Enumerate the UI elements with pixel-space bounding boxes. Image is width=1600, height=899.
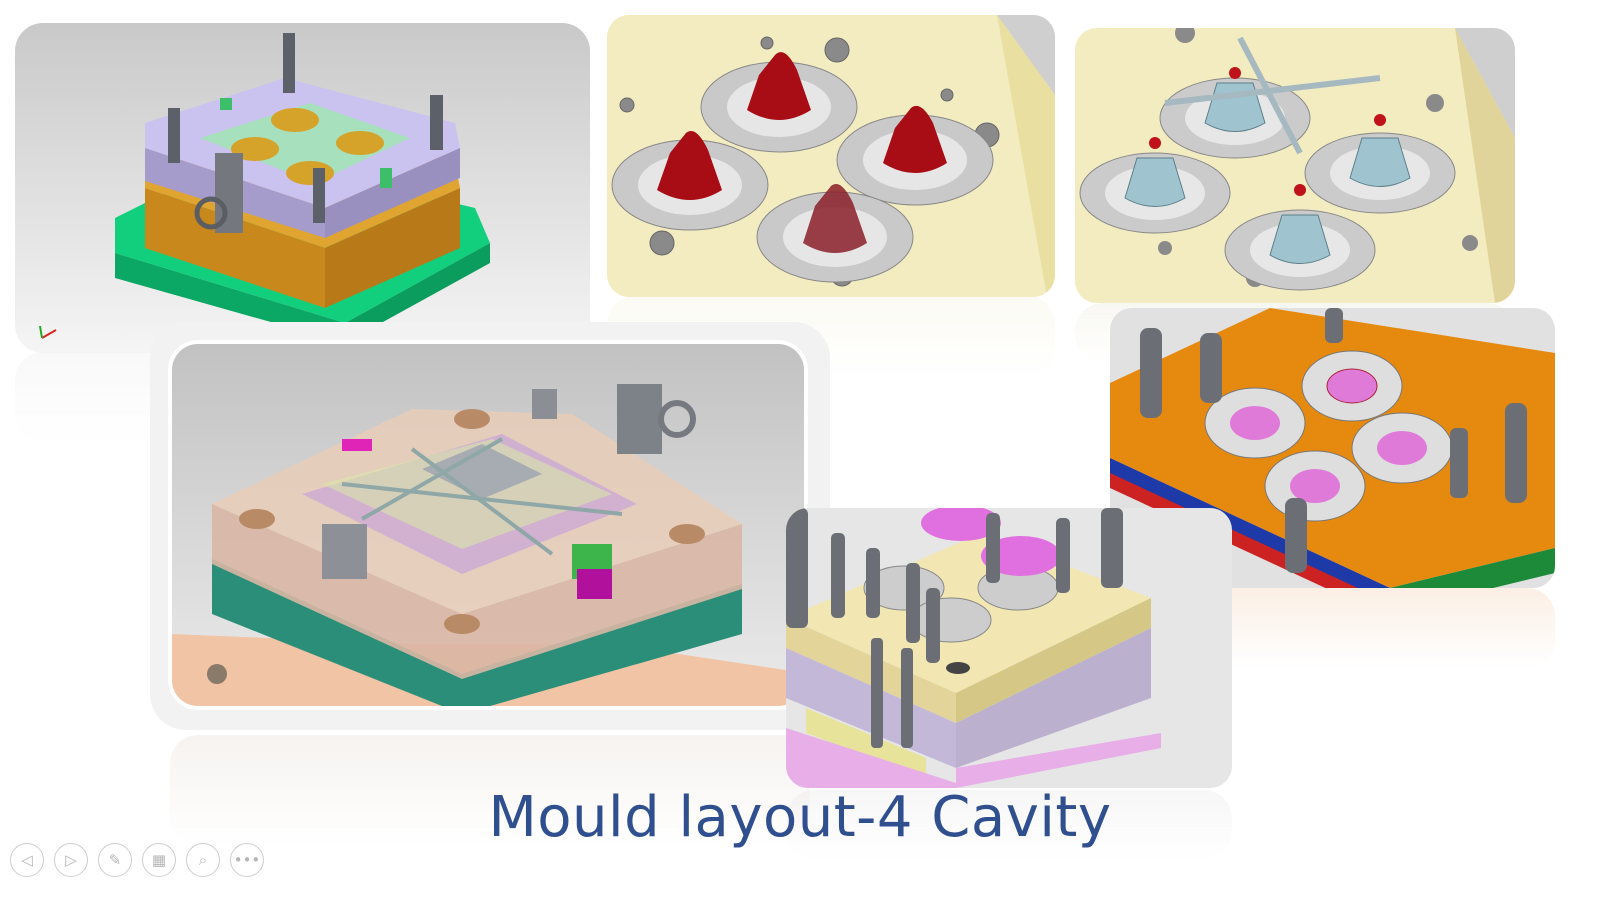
- zoom-icon[interactable]: ⌕: [186, 843, 220, 877]
- image-runner-cores: [1075, 28, 1515, 303]
- more-options-icon[interactable]: •••: [230, 843, 264, 877]
- previous-slide-icon[interactable]: ◁: [10, 843, 44, 877]
- image-mould-runner-system: [786, 508, 1232, 788]
- pen-icon[interactable]: ✎: [98, 843, 132, 877]
- next-slide-icon[interactable]: ▷: [54, 843, 88, 877]
- slideshow-controls: ◁ ▷ ✎ ▦ ⌕ •••: [10, 843, 264, 877]
- image-transparent-mould: [150, 322, 830, 730]
- see-all-slides-icon[interactable]: ▦: [142, 843, 176, 877]
- image-mould-assembly: [15, 23, 590, 353]
- image-red-cavities: [607, 15, 1055, 297]
- image-orange-plate: [1110, 308, 1555, 588]
- slide-title: Mould layout-4 Cavity: [488, 785, 1112, 850]
